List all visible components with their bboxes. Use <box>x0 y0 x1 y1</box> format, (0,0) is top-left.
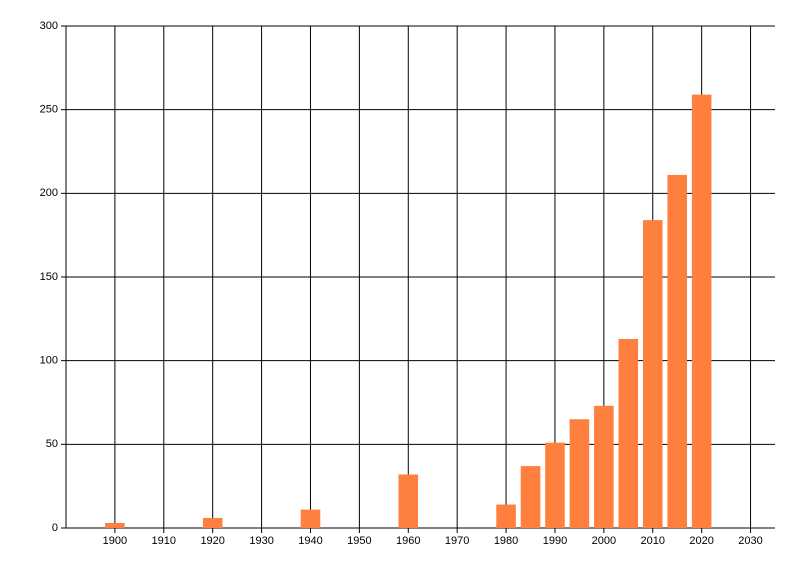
y-tick-label: 100 <box>40 355 58 367</box>
bar <box>300 509 321 528</box>
x-tick-label: 1980 <box>494 535 518 547</box>
x-tick-label: 1910 <box>152 535 176 547</box>
x-tick-label: 1900 <box>103 535 127 547</box>
y-tick-label: 200 <box>40 187 58 199</box>
bar <box>545 442 565 528</box>
x-tick-label: 2010 <box>641 535 665 547</box>
x-tick-label: 1960 <box>396 535 420 547</box>
y-tick-label: 0 <box>52 522 58 534</box>
bar <box>618 338 639 528</box>
x-tick-label: 1940 <box>298 535 322 547</box>
x-tick-label: 2020 <box>689 535 713 547</box>
bar <box>642 220 663 528</box>
bar <box>594 405 614 528</box>
y-tick-label: 150 <box>40 271 58 283</box>
x-tick-label: 1950 <box>347 535 371 547</box>
x-tick-label: 1930 <box>249 535 273 547</box>
bar <box>691 94 712 529</box>
bar <box>569 419 590 528</box>
bar <box>520 466 541 528</box>
bar <box>105 522 125 528</box>
x-tick-label: 2030 <box>738 535 762 547</box>
x-tick-label: 1970 <box>445 535 469 547</box>
x-tick-label: 1920 <box>200 535 224 547</box>
x-tick-label: 2000 <box>592 535 616 547</box>
bar <box>496 504 516 528</box>
bar <box>398 474 419 528</box>
x-tick-label: 1990 <box>543 535 567 547</box>
y-tick-label: 250 <box>40 104 58 116</box>
bar <box>202 517 223 528</box>
y-tick-label: 50 <box>46 438 58 450</box>
y-tick-label: 300 <box>40 20 58 32</box>
bar <box>667 174 687 528</box>
